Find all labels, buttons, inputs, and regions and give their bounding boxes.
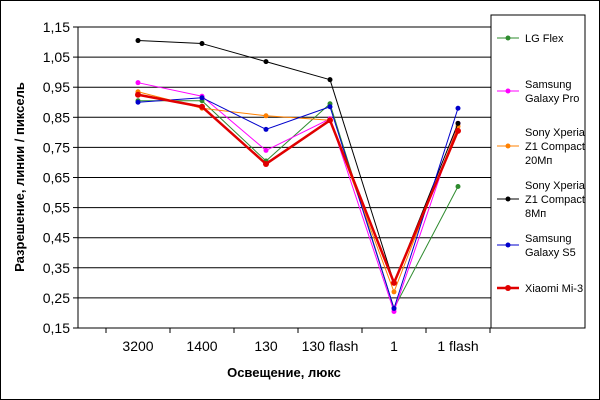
series-group xyxy=(135,38,461,314)
x-tick-label: 1 xyxy=(390,338,398,354)
legend-marker xyxy=(505,196,511,202)
legend-label: LG Flex xyxy=(525,33,564,45)
legend-box xyxy=(490,14,586,329)
data-point xyxy=(327,117,333,124)
legend-marker xyxy=(505,285,511,291)
x-axis-ticks: 3200 1400 130 130 flash 1 1 flash xyxy=(105,328,491,354)
y-tick-label: 0,95 xyxy=(43,79,70,95)
data-point xyxy=(199,41,205,47)
y-tick-label: 0,35 xyxy=(43,260,70,276)
legend-marker xyxy=(505,242,511,248)
series-line xyxy=(138,100,459,309)
data-point xyxy=(455,127,461,134)
legend-marker xyxy=(505,35,511,41)
data-point xyxy=(263,59,269,65)
data-point xyxy=(391,279,397,286)
y-axis-title: Разрешение, линии / пиксель xyxy=(12,82,27,272)
grid-lines xyxy=(78,56,491,299)
data-point xyxy=(263,147,269,153)
legend-entries: LG Flex Samsung Galaxy Pro Sony Xperia Z1 Co… xyxy=(497,33,586,295)
legend-label: Z1 Compact xyxy=(525,141,585,153)
x-tick-label: 1400 xyxy=(186,338,217,354)
data-point xyxy=(263,126,269,132)
legend-label: Z1 Compact xyxy=(525,194,585,206)
data-point xyxy=(135,99,141,105)
data-point xyxy=(455,184,461,190)
x-tick-label: 3200 xyxy=(122,338,153,354)
legend-label: Galaxy S5 xyxy=(525,247,576,259)
x-tick-label: 130 xyxy=(254,338,278,354)
series-line xyxy=(137,82,459,312)
data-point xyxy=(199,95,205,101)
data-point xyxy=(455,105,461,111)
data-point xyxy=(199,103,205,110)
y-tick-label: 0,25 xyxy=(43,290,70,306)
legend-entry: Sony Xperia Z1 Compact 20Мп xyxy=(497,127,586,167)
x-tick-label: 130 flash xyxy=(302,338,359,354)
legend-entry: Sony Xperia Z1 Compact 8Мп xyxy=(497,180,586,220)
legend-label: Galaxy Pro xyxy=(525,93,579,105)
y-tick-label: 0,65 xyxy=(43,170,70,186)
series-line xyxy=(137,93,460,285)
data-point xyxy=(455,120,461,126)
legend-label: Sony Xperia xyxy=(525,180,586,192)
y-tick-label: 0,45 xyxy=(43,230,70,246)
data-point xyxy=(391,305,397,311)
y-tick-label: 1,05 xyxy=(43,49,70,65)
y-tick-label: 0,55 xyxy=(43,200,70,216)
x-tick-label: 1 flash xyxy=(437,338,478,354)
data-point xyxy=(263,160,269,167)
y-tick-label: 0,75 xyxy=(43,139,70,155)
legend-label: Samsung xyxy=(525,79,571,91)
series-6 xyxy=(135,91,461,286)
series-5 xyxy=(135,95,461,311)
legend-label: 8Мп xyxy=(525,208,546,220)
data-point xyxy=(263,113,269,119)
legend-marker xyxy=(505,143,511,149)
y-tick-label: 0,15 xyxy=(43,320,70,336)
legend-entry: Samsung Galaxy Pro xyxy=(497,79,579,105)
legend-label: Sony Xperia xyxy=(525,127,586,139)
data-point xyxy=(135,91,141,98)
x-axis-title: Освещение, люкс xyxy=(227,365,341,380)
legend-entry: Samsung Galaxy S5 xyxy=(497,233,576,259)
legend-label: Samsung xyxy=(525,233,571,245)
data-point xyxy=(391,289,397,295)
data-point xyxy=(135,38,141,44)
data-point xyxy=(327,77,333,83)
legend-marker xyxy=(505,88,511,94)
legend-label: Xiaomi Mi-3 xyxy=(525,283,583,295)
series-line xyxy=(137,97,459,309)
y-axis-ticks: 0,15 0,25 0,35 0,45 0,55 0,65 0,75 0,85 0,95 1,05… xyxy=(43,19,78,336)
y-tick-label: 1,15 xyxy=(43,19,70,35)
legend-entry: Xiaomi Mi-3 xyxy=(497,283,583,295)
data-point xyxy=(135,80,141,86)
legend-label: 20Мп xyxy=(525,155,552,167)
legend-entry: LG Flex xyxy=(497,33,564,45)
y-tick-label: 0,85 xyxy=(43,109,70,125)
data-point xyxy=(327,104,333,110)
